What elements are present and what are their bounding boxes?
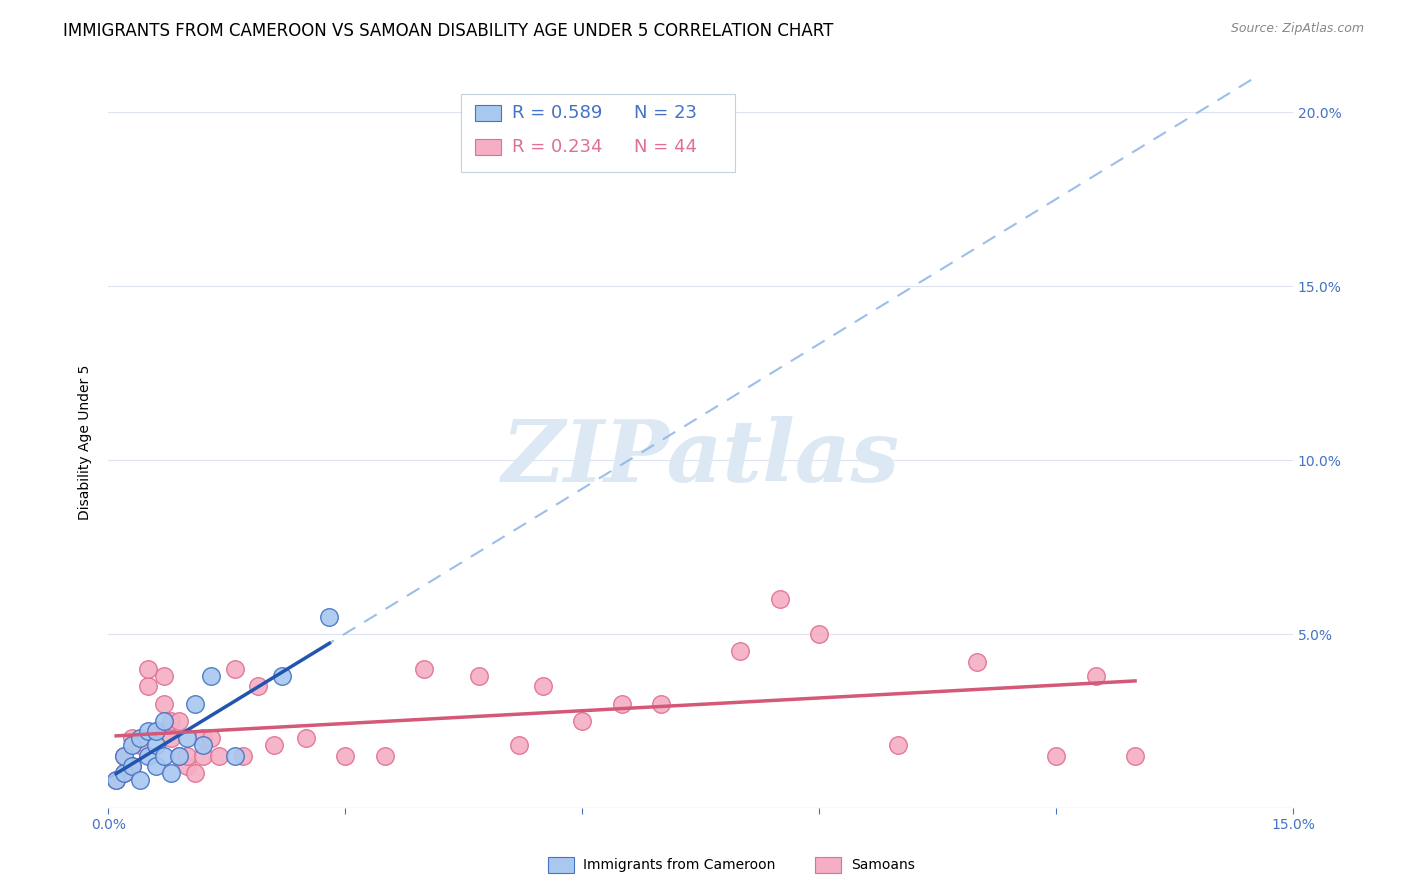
Point [136,662,159,676]
Point [769,592,792,607]
Point [136,748,159,763]
Point [136,724,159,739]
Point [145,724,167,739]
Point [145,724,167,739]
Point [1084,669,1107,683]
Point [112,748,135,763]
Point [508,739,530,753]
Point [105,773,128,788]
Point [1123,748,1146,763]
Point [121,731,143,746]
Point [152,697,174,711]
Point [112,766,135,780]
Text: N = 23: N = 23 [634,104,697,122]
Point [610,697,633,711]
Point [887,739,910,753]
Text: IMMIGRANTS FROM CAMEROON VS SAMOAN DISABILITY AGE UNDER 5 CORRELATION CHART: IMMIGRANTS FROM CAMEROON VS SAMOAN DISAB… [63,22,834,40]
Point [728,644,751,658]
Point [121,759,143,773]
Point [112,748,135,763]
Point [318,609,340,624]
Point [128,731,150,746]
Text: Immigrants from Cameroon: Immigrants from Cameroon [583,858,776,872]
Point [650,697,672,711]
Point [169,748,191,763]
Point [145,739,167,753]
Point [184,766,207,780]
Point [112,766,135,780]
Point [152,714,174,728]
Point [160,731,183,746]
Y-axis label: Disability Age Under 5: Disability Age Under 5 [79,365,93,520]
Point [231,748,253,763]
Point [169,714,191,728]
Point [1045,748,1067,763]
Text: ZIPatlas: ZIPatlas [502,416,900,499]
Point [808,627,831,641]
Point [176,731,198,746]
Point [263,739,285,753]
Point [145,759,167,773]
Point [271,669,294,683]
Point [191,748,214,763]
Point [152,748,174,763]
Text: Samoans: Samoans [851,858,914,872]
Point [200,669,222,683]
Text: R = 0.234: R = 0.234 [512,138,602,156]
Point [169,748,191,763]
Point [136,679,159,693]
Point [294,731,316,746]
Point [128,773,150,788]
Point [105,773,128,788]
Point [191,739,214,753]
Point [176,748,198,763]
Point [191,731,214,746]
Point [413,662,436,676]
Point [966,655,988,669]
Point [128,739,150,753]
Point [184,697,207,711]
Point [208,748,231,763]
Point [374,748,396,763]
Point [200,731,222,746]
Point [176,759,198,773]
Point [160,714,183,728]
Point [468,669,491,683]
Point [224,662,246,676]
Point [121,759,143,773]
Point [571,714,593,728]
Point [121,739,143,753]
Text: Source: ZipAtlas.com: Source: ZipAtlas.com [1230,22,1364,36]
Point [531,679,554,693]
Text: N = 44: N = 44 [634,138,697,156]
Point [152,669,174,683]
Point [335,748,357,763]
Text: R = 0.589: R = 0.589 [512,104,602,122]
Point [247,679,270,693]
Point [160,766,183,780]
Point [224,748,246,763]
